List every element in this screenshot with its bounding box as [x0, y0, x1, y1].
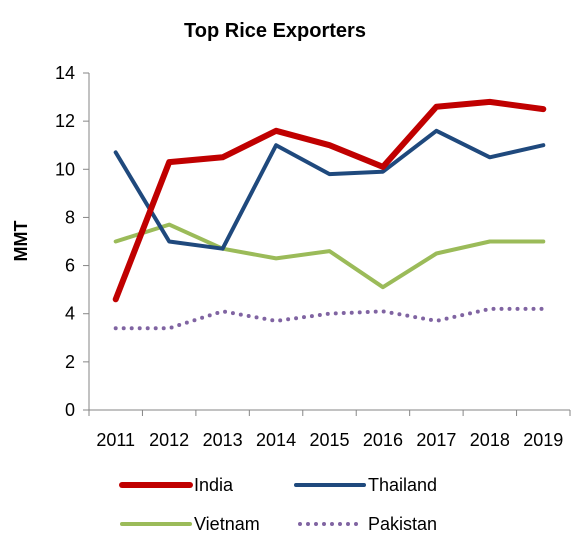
y-tick-label: 2 [65, 352, 75, 372]
x-tick-label: 2012 [149, 430, 189, 450]
x-tick-label: 2014 [256, 430, 296, 450]
x-tick-label: 2019 [523, 430, 563, 450]
legend: India Thailand Vietnam Pakistan [119, 475, 437, 534]
legend-label-india: India [194, 475, 234, 495]
legend-label-vietnam: Vietnam [194, 514, 260, 534]
x-tick-label: 2011 [96, 430, 135, 450]
y-tick-label: 12 [55, 111, 75, 131]
x-tick-label: 2016 [363, 430, 403, 450]
series-line-thailand [113, 128, 546, 251]
y-tick-label: 10 [55, 159, 75, 179]
x-tick-label: 2017 [416, 430, 456, 450]
series-line-pakistan [113, 306, 546, 331]
x-tick-label: 2018 [470, 430, 510, 450]
y-axis-label: MMT [11, 221, 31, 262]
legend-label-thailand: Thailand [368, 475, 437, 495]
series-line-vietnam [113, 222, 546, 290]
y-tick-label: 0 [65, 400, 75, 420]
x-tick-label: 2015 [309, 430, 349, 450]
y-tick-label: 4 [65, 304, 75, 324]
x-tick-label: 2013 [203, 430, 243, 450]
series-line-india [112, 98, 547, 303]
y-tick-label: 8 [65, 207, 75, 227]
plot-area: 0 2 4 6 8 10 12 14 2011 2012 2013 2014 2015 2016 2017 2… [55, 63, 571, 450]
y-tick-label: 6 [65, 256, 75, 276]
chart-title: Top Rice Exporters [184, 20, 366, 42]
legend-label-pakistan: Pakistan [368, 514, 437, 534]
y-tick-label: 14 [55, 63, 75, 83]
